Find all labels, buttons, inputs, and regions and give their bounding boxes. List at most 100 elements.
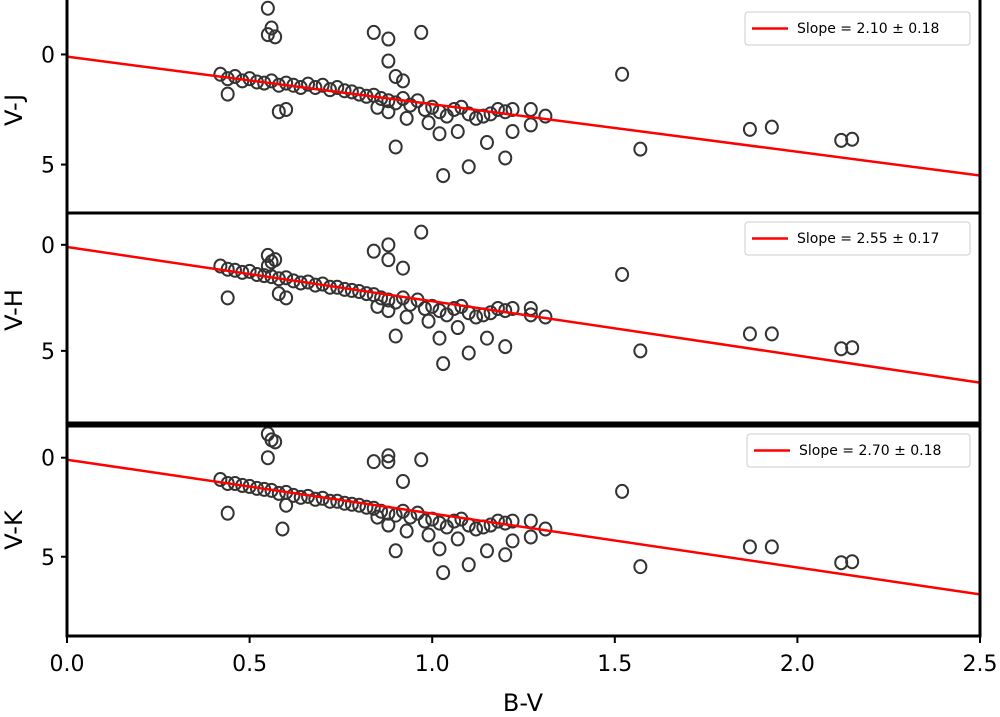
panel-v-k-point <box>498 547 513 563</box>
panel-v-k-point <box>271 485 286 501</box>
panel-v-k-point <box>432 515 447 531</box>
x-axis: 0.0 0.5 1.0 1.5 2.0 2.5 <box>50 636 998 677</box>
panel-v-h-point <box>381 237 396 253</box>
panel-v-h-point <box>374 290 389 306</box>
panel-v-h-ylabel: V-H <box>0 289 28 331</box>
panel-v-h-point <box>220 290 235 306</box>
panel-v-k-point <box>366 454 381 470</box>
panel-v-j-point <box>381 104 396 120</box>
panel-v-k-point <box>381 517 396 533</box>
panel-v-h-point <box>764 326 779 342</box>
panel-v-k-point <box>436 565 451 581</box>
panel-v-j-point <box>388 139 403 155</box>
panel-v-k-points <box>213 426 860 581</box>
panel-v-h-point <box>381 252 396 268</box>
panel-v-k-legend-label: Slope = 2.70 ± 0.18 <box>799 443 941 459</box>
panel-v-j-point <box>381 93 396 109</box>
panel-v-j-point <box>436 168 451 184</box>
panel-v-k-point <box>395 473 410 489</box>
panel-v-h: V-H 05 Slope = 2.55 ± 0.17 <box>0 211 982 425</box>
panel-v-j-point <box>388 95 403 111</box>
panel-v-k-point <box>286 487 301 503</box>
panel-v-k-point <box>322 493 337 509</box>
panel-v-k-point <box>417 513 432 529</box>
panel-v-k-point <box>414 452 429 468</box>
panel-v-k-point <box>505 513 520 529</box>
panel-v-k-point <box>366 500 381 516</box>
panel-v-k-point <box>615 483 630 499</box>
panel-v-j-point <box>425 99 440 115</box>
panel-v-k-point <box>293 489 308 505</box>
panel-v-j-ytick-label: 5 <box>41 154 55 179</box>
panel-v-k-point <box>381 454 396 470</box>
panel-v-k-point <box>359 499 374 515</box>
panel-v-j-point <box>344 84 359 100</box>
panel-v-j-point <box>260 0 275 16</box>
panel-v-j-point <box>432 126 447 142</box>
panel-v-j-point <box>615 66 630 82</box>
panel-v-j-point <box>227 68 242 84</box>
panel-v-j-point <box>538 108 553 124</box>
panel-v-j-point <box>498 104 513 120</box>
panel-v-k-frame <box>65 424 982 638</box>
panel-v-h-point <box>505 300 520 316</box>
panel-v-h-point <box>399 309 414 325</box>
panel-v-k-point <box>505 533 520 549</box>
panel-v-k-point <box>370 509 385 525</box>
panel-v-h-legend: Slope = 2.55 ± 0.17 <box>744 221 971 256</box>
x-tick-label: 2.0 <box>780 652 815 677</box>
panel-v-j-point <box>845 131 860 147</box>
panel-v-k-fit-line <box>67 458 980 596</box>
x-tick-label: 0.0 <box>50 652 85 677</box>
panel-v-k-point <box>479 543 494 559</box>
panel-v-j-point <box>476 108 491 124</box>
panel-v-k-point <box>469 521 484 537</box>
panel-v-j-point <box>498 150 513 166</box>
panel-v-j-legend-box <box>744 11 971 46</box>
panel-v-h-point <box>498 339 513 355</box>
panel-v-j-point <box>399 110 414 126</box>
panel-v-j-point <box>421 115 436 131</box>
panel-v-h-point <box>490 300 505 316</box>
x-tick-label: 1.0 <box>415 652 450 677</box>
panel-v-k-point <box>742 539 757 555</box>
panel-v-h-point <box>395 260 410 276</box>
panel-v-k-point <box>213 471 228 487</box>
panel-v-j-point <box>381 31 396 47</box>
panel-v-h-point <box>436 356 451 372</box>
panel-v-j-point <box>523 117 538 133</box>
panel-v-k-ytick-label: 5 <box>41 546 55 571</box>
panel-v-k-point <box>421 527 436 543</box>
panel-v-h-point <box>483 305 498 321</box>
panel-v-j-point <box>403 97 418 113</box>
panel-v-j-point <box>388 68 403 84</box>
panel-v-h-ytick-label: 0 <box>41 234 55 259</box>
panel-v-h-point <box>414 224 429 240</box>
panel-v-h-point <box>633 343 648 359</box>
panel-v-h-point <box>388 328 403 344</box>
panel-v-k-point <box>381 448 396 464</box>
panel-v-j-yticks: 05 <box>41 43 67 179</box>
panel-v-k-point <box>450 531 465 547</box>
panel-v-j-point <box>764 119 779 135</box>
panel-v-h-fit-line <box>67 245 980 384</box>
panel-v-j-point <box>461 159 476 175</box>
panel-v-h-point <box>615 267 630 283</box>
panel-v-j-point <box>264 73 279 89</box>
panel-v-k-legend: Slope = 2.70 ± 0.18 <box>746 433 971 468</box>
panel-v-h-yticks: 05 <box>41 234 67 365</box>
panel-v-h-point <box>425 298 440 314</box>
panel-v-j-point <box>479 135 494 151</box>
panel-v-j-point <box>279 75 294 91</box>
x-axis-label: B-V <box>503 689 544 717</box>
panel-v-j-ytick-label: 0 <box>41 43 55 68</box>
panel-v-k-ylabel: V-K <box>0 509 28 550</box>
panel-v-j-point <box>395 73 410 89</box>
panel-v-h-point <box>845 340 860 356</box>
panel-v-h-point <box>461 345 476 361</box>
panel-v-j-point <box>220 86 235 102</box>
panel-v-h-frame <box>65 211 982 425</box>
panel-v-h-point <box>447 300 462 316</box>
panel-v-h-point <box>432 303 447 319</box>
